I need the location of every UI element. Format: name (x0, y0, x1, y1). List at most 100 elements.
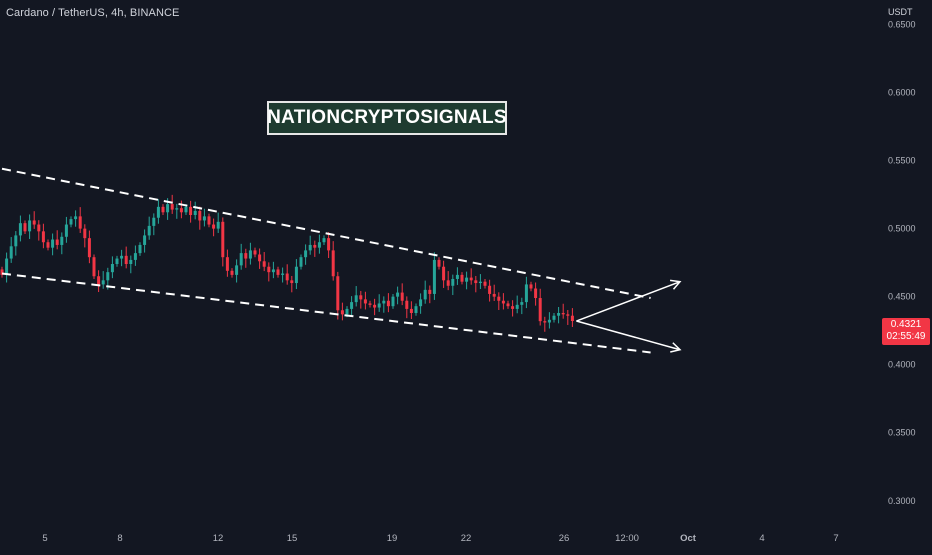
candle (18, 215, 22, 242)
candle (501, 293, 505, 310)
candle-body (547, 319, 551, 323)
candle (55, 230, 59, 250)
candle (138, 242, 142, 256)
candle-body (308, 244, 312, 251)
candle (60, 232, 64, 255)
candle-body (202, 216, 206, 221)
candle-body (460, 274, 464, 282)
candle-body (189, 206, 193, 216)
candle (432, 252, 436, 300)
candle-body (350, 302, 354, 309)
candle (161, 204, 165, 216)
candle-body (520, 302, 524, 305)
candle-body (437, 259, 441, 267)
candle-body (552, 315, 556, 320)
candle (460, 272, 464, 285)
candle (294, 259, 298, 290)
candle (419, 293, 423, 314)
candle (304, 244, 308, 265)
time-tick-label: 5 (42, 533, 47, 544)
candle (451, 274, 455, 296)
candle (69, 216, 73, 228)
candle-body (400, 292, 404, 301)
candle-body (212, 224, 216, 229)
candle (41, 223, 45, 249)
candle (354, 286, 358, 307)
candle (340, 302, 344, 321)
candle (446, 271, 450, 291)
candle (557, 307, 561, 324)
symbol-title[interactable]: Cardano / TetherUS, 4h, BINANCE (6, 7, 180, 19)
candle-body (244, 253, 248, 259)
candle (258, 248, 262, 269)
candle (271, 261, 275, 279)
candle-body (442, 266, 446, 281)
candle (129, 255, 133, 274)
candle (156, 199, 160, 224)
candle (101, 271, 105, 289)
candle (299, 254, 303, 270)
candle (37, 220, 41, 241)
candle-body (0, 269, 4, 275)
candle (327, 232, 331, 259)
candle-body (492, 293, 496, 297)
price-tick-label: 0.3500 (888, 428, 916, 438)
time-tick-label: 19 (387, 533, 398, 544)
candle (465, 271, 469, 290)
time-tick-label: 7 (833, 533, 838, 544)
bar-countdown: 02:55:49 (886, 331, 926, 342)
candle-body (129, 259, 133, 264)
time-tick-label: 4 (759, 533, 764, 544)
candle-body (354, 295, 358, 303)
candle-body (409, 308, 413, 313)
candle (198, 206, 202, 230)
candle (133, 245, 137, 266)
candle-body (60, 236, 64, 245)
candle-body (230, 270, 234, 275)
candle-body (497, 296, 501, 301)
candle (189, 200, 193, 223)
candle-body (511, 306, 515, 309)
candle-body (64, 224, 68, 237)
candle (506, 300, 510, 309)
price-tick-label: 0.4000 (888, 360, 916, 370)
candle (230, 268, 234, 278)
candle-body (198, 210, 202, 221)
candle (14, 231, 18, 256)
candle (87, 230, 91, 264)
candle (285, 264, 289, 285)
candle (28, 214, 32, 239)
candle (373, 298, 377, 316)
candle (543, 316, 547, 332)
candle-body (124, 255, 128, 264)
candle-body (419, 299, 423, 307)
candle-body (225, 257, 229, 271)
candle-body (396, 292, 400, 297)
candle (400, 283, 404, 306)
time-tick-label: 8 (117, 533, 122, 544)
candle-body (331, 250, 335, 277)
candle-body (322, 238, 326, 243)
candle (193, 201, 197, 220)
candle-body (313, 244, 317, 248)
candle-body (221, 221, 225, 258)
candle-body (529, 284, 533, 289)
candle (336, 271, 340, 320)
candle-body (51, 239, 55, 248)
candle (281, 267, 285, 283)
candle-body (340, 310, 344, 315)
candle (124, 246, 128, 269)
candle-body (235, 265, 239, 275)
candle (147, 216, 151, 240)
arrow-head (670, 342, 682, 353)
price-tick-label: 0.6500 (888, 19, 916, 29)
candle-body (428, 289, 432, 294)
candle (414, 303, 418, 316)
trendline-lower (1, 272, 651, 354)
candle-body (423, 289, 427, 300)
candle-body (115, 258, 119, 264)
candle-body (106, 272, 110, 281)
candle-body (28, 220, 32, 232)
